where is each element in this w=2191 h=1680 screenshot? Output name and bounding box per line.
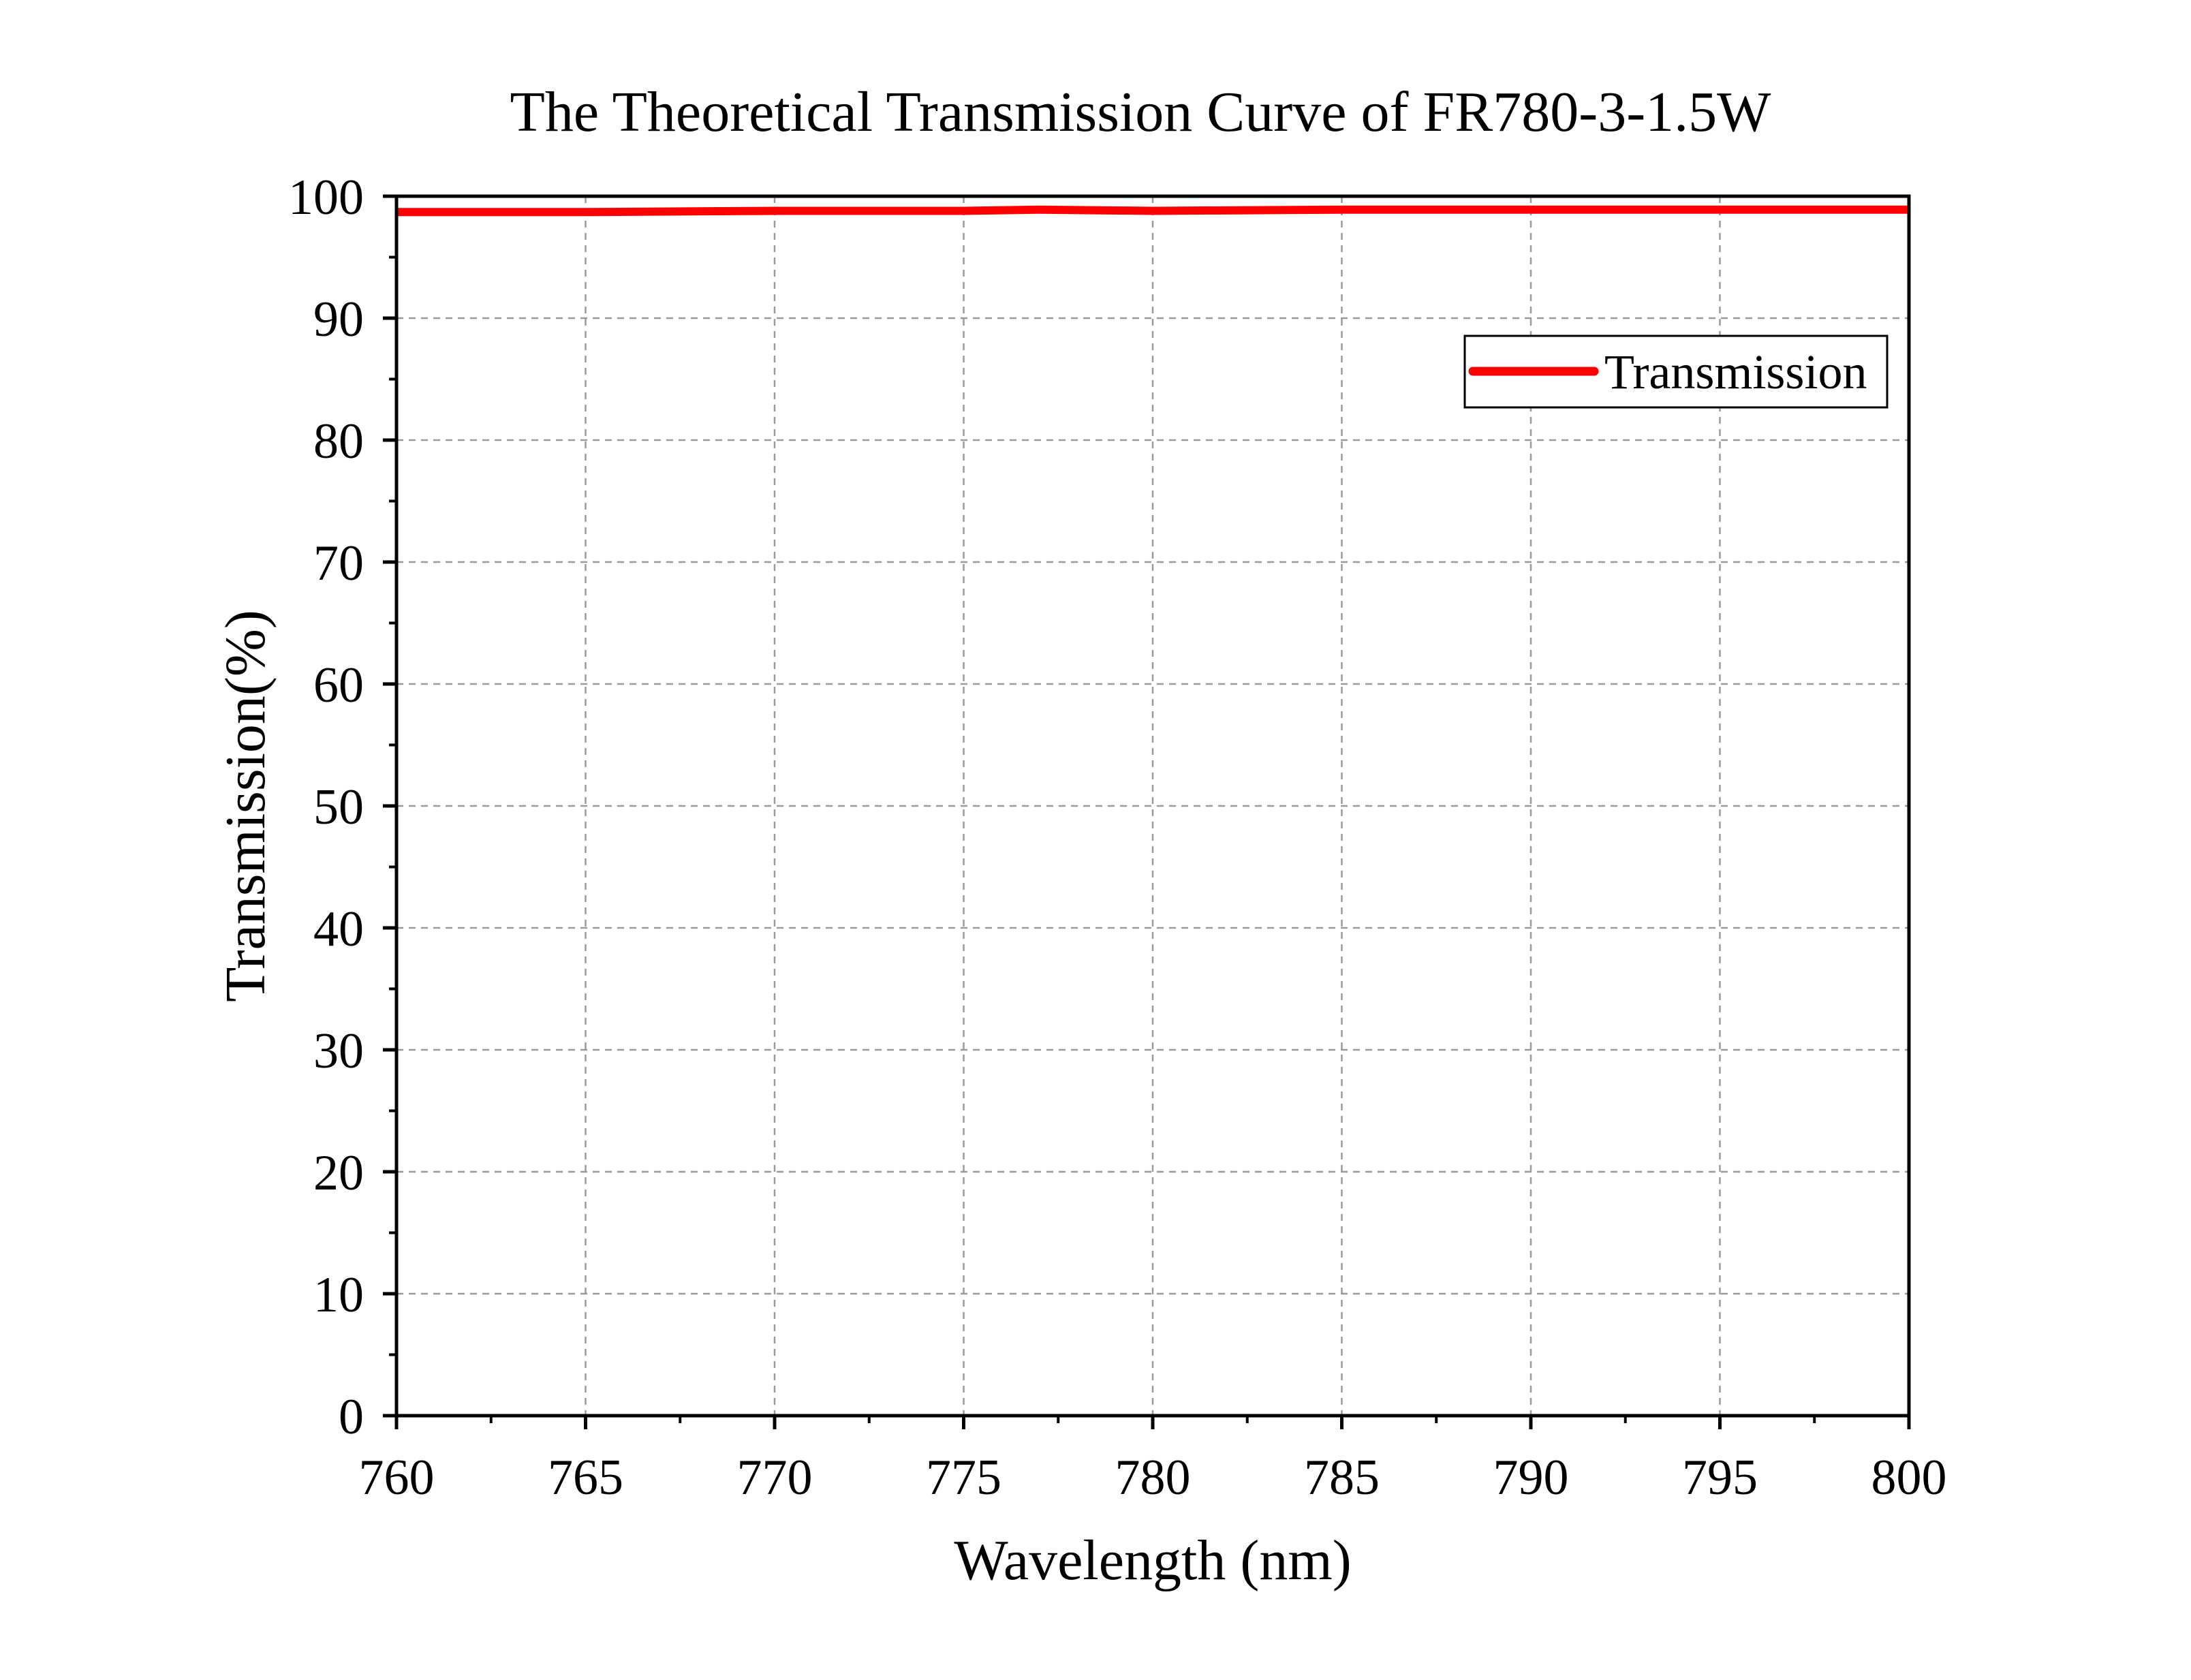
- legend-label: Transmission: [1604, 345, 1867, 399]
- x-tick-label: 780: [1115, 1450, 1191, 1506]
- y-tick-label: 0: [339, 1389, 364, 1445]
- y-tick-label: 90: [313, 292, 364, 347]
- y-tick-label: 80: [313, 414, 364, 469]
- y-tick-label: 60: [313, 657, 364, 713]
- x-tick-label: 785: [1304, 1450, 1380, 1506]
- chart-title: The Theoretical Transmission Curve of FR…: [510, 80, 1772, 144]
- y-tick-label: 70: [313, 535, 364, 591]
- series-layer: [397, 205, 1909, 217]
- axis-ticks: [383, 194, 1911, 1429]
- y-tick-label: 50: [313, 779, 364, 835]
- grid-lines: [397, 196, 1909, 1416]
- x-tick-label: 770: [737, 1450, 813, 1506]
- x-tick-label: 765: [548, 1450, 623, 1506]
- x-axis-tick-labels: 760 765 770 775 780 785 790 795 800: [359, 1450, 1947, 1506]
- y-axis-tick-labels: 0 10 20 30 40 50 60 70 80 90 100: [288, 170, 364, 1445]
- x-axis-label: Wavelength (nm): [954, 1529, 1351, 1592]
- x-tick-label: 790: [1493, 1450, 1569, 1506]
- y-tick-label: 20: [313, 1145, 364, 1201]
- y-tick-label: 40: [313, 901, 364, 957]
- x-tick-label: 775: [926, 1450, 1001, 1506]
- x-tick-label: 795: [1682, 1450, 1758, 1506]
- x-tick-label: 760: [359, 1450, 435, 1506]
- y-tick-label: 30: [313, 1023, 364, 1079]
- y-tick-label: 100: [288, 170, 364, 225]
- legend: Transmission: [1463, 335, 1889, 409]
- series-line-transmission: [397, 205, 1909, 217]
- y-axis-label: Transmission(%): [214, 610, 277, 1002]
- x-tick-label: 800: [1871, 1450, 1947, 1506]
- y-tick-label: 10: [313, 1267, 364, 1323]
